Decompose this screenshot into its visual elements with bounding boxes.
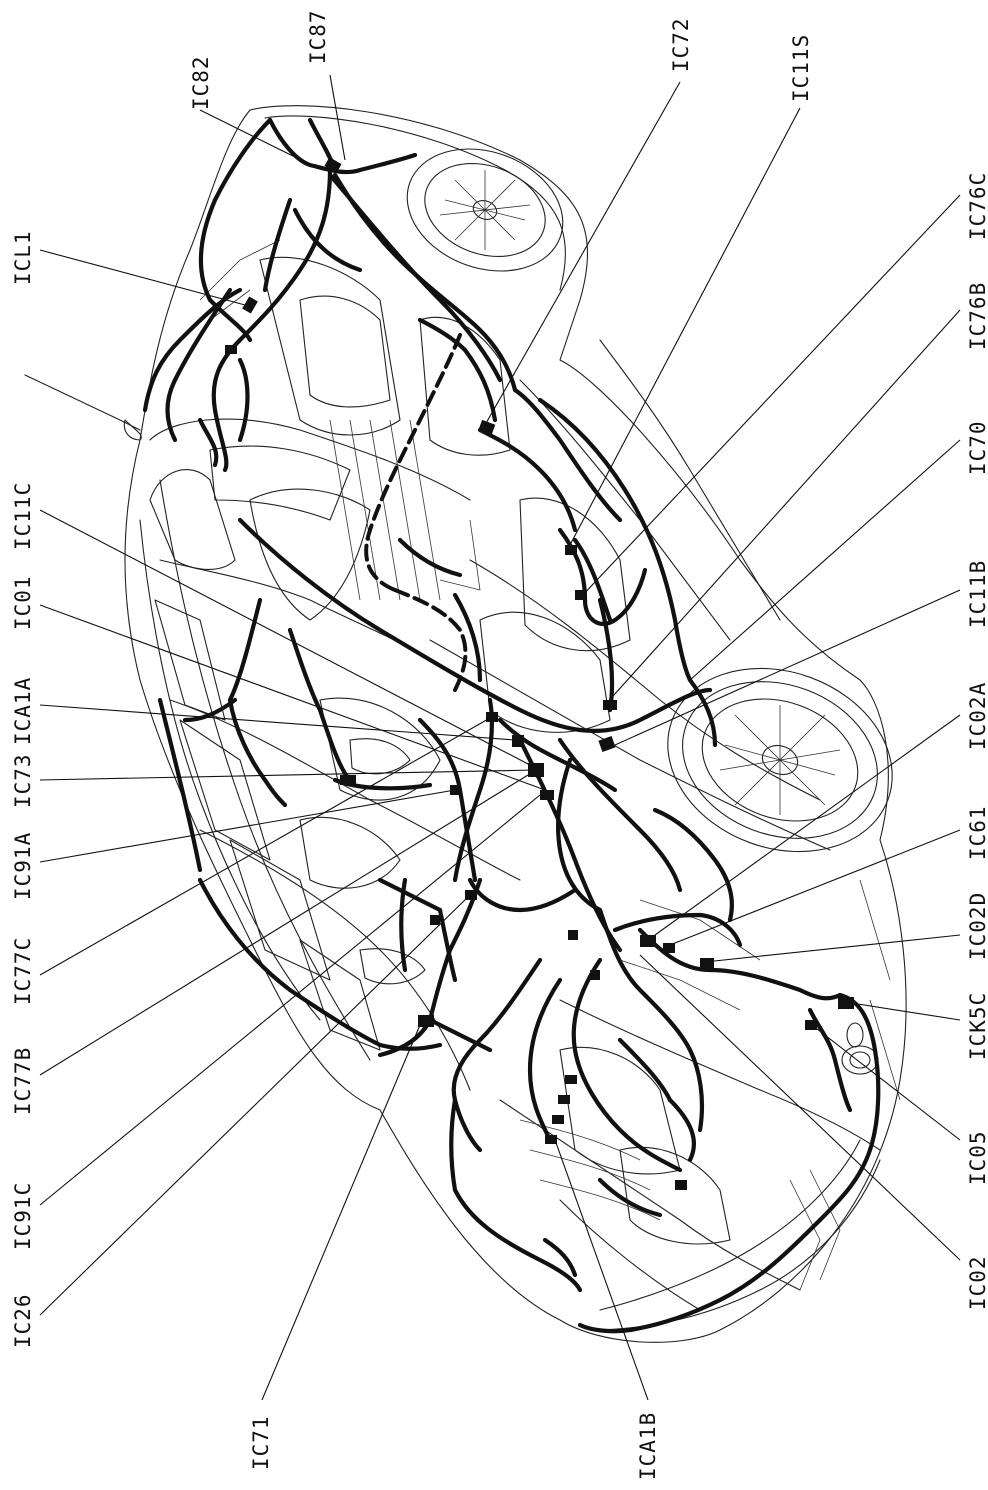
label-IC11C: IC11C — [11, 482, 35, 550]
label-IC02: IC02 — [966, 1255, 988, 1310]
wiring-harness — [142, 117, 881, 1334]
label-ICK5C: ICK5C — [966, 992, 988, 1060]
label-IC71: IC71 — [249, 1415, 273, 1470]
callout-labels: IC82 IC87 IC72 IC11S ICL1 IC11C IC01 ICA… — [11, 9, 988, 1480]
label-ICA1B: ICA1B — [636, 1412, 660, 1480]
headlight — [841, 1022, 879, 1075]
front-wheel — [667, 667, 893, 853]
label-ICA1A: ICA1A — [11, 677, 35, 745]
label-IC77B: IC77B — [11, 1047, 35, 1115]
leader-lines — [39, 74, 961, 1401]
connectors — [225, 157, 854, 1190]
label-ICL1: ICL1 — [11, 230, 35, 285]
label-IC05: IC05 — [966, 1130, 988, 1185]
label-IC76C: IC76C — [966, 172, 988, 240]
label-IC61: IC61 — [966, 805, 988, 860]
label-IC82: IC82 — [189, 55, 213, 110]
label-IC91C: IC91C — [11, 1182, 35, 1250]
label-IC11S: IC11S — [789, 34, 813, 102]
label-IC26: IC26 — [11, 1293, 35, 1348]
antenna — [24, 374, 141, 431]
label-IC72: IC72 — [669, 17, 693, 72]
label-IC02D: IC02D — [966, 892, 988, 960]
label-IC76B: IC76B — [966, 282, 988, 350]
label-IC70: IC70 — [966, 420, 988, 475]
label-IC91A: IC91A — [11, 832, 35, 900]
harness-dashed-route — [364, 333, 468, 692]
label-IC77C: IC77C — [11, 937, 35, 1005]
car-body — [124, 105, 907, 1343]
rear-wheel — [406, 148, 564, 272]
label-IC01: IC01 — [11, 575, 35, 630]
label-IC87: IC87 — [306, 9, 330, 64]
label-IC02A: IC02A — [966, 682, 988, 750]
label-IC73: IC73 — [11, 753, 35, 808]
label-IC11B: IC11B — [966, 560, 988, 628]
